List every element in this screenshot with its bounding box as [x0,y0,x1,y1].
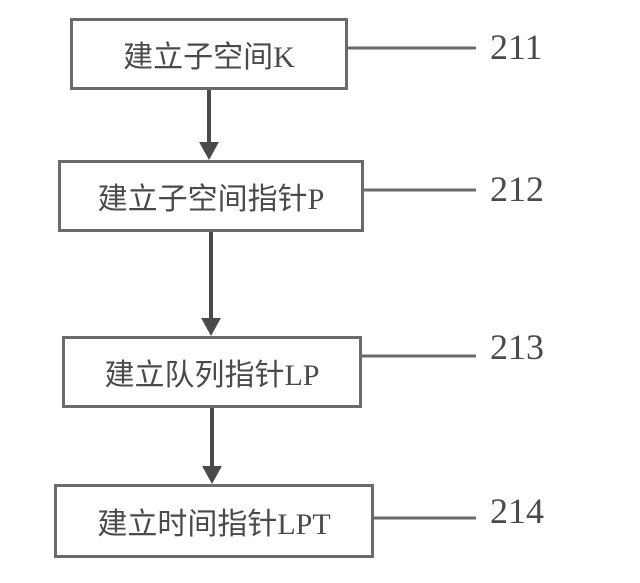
flow-node-n1: 建立子空间K [70,18,348,90]
flow-node-n4: 建立时间指针LPT [54,484,374,558]
ref-label-n4: 214 [490,490,544,532]
ref-label-n3: 213 [490,326,544,368]
ref-label-n2: 212 [490,168,544,210]
flowchart-canvas: 建立子空间K 211 建立子空间指针P 212 建立队列指针LP 213 建立时间指针LPT… [0,0,640,583]
flow-node-n2: 建立子空间指针P [58,160,364,232]
flow-node-n3: 建立队列指针LP [62,336,362,408]
ref-label-n1: 211 [490,26,543,68]
